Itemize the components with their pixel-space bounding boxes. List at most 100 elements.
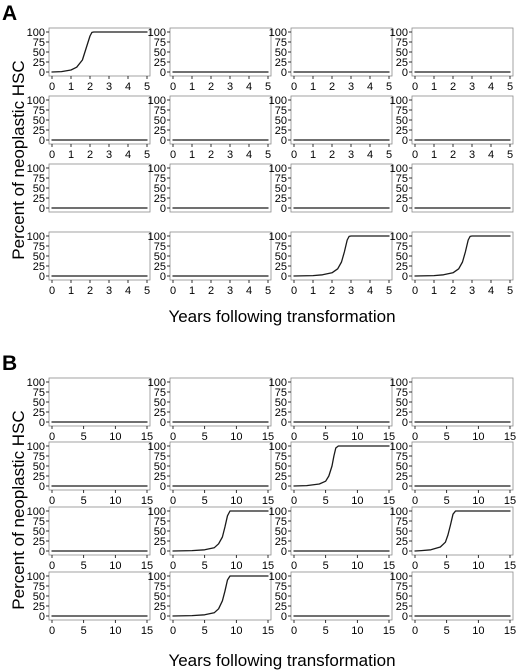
subplot-frame (411, 231, 514, 281)
y-tick-label: 50 (396, 526, 408, 538)
y-tick-label: 25 (275, 125, 287, 137)
x-tick-label: 0 (170, 149, 176, 161)
x-tick-label: 1 (431, 81, 437, 93)
x-tick-label: 0 (412, 495, 418, 507)
x-tick-label: 4 (488, 81, 494, 93)
y-tick-label: 100 (27, 506, 45, 518)
x-tick-label: 4 (367, 285, 373, 297)
y-tick-label: 75 (396, 516, 408, 528)
y-tick-label: 100 (390, 377, 408, 389)
y-tick-label: 25 (33, 193, 45, 205)
y-tick-label: 25 (154, 471, 166, 483)
x-tick-label: 5 (444, 560, 450, 572)
x-tick-label: 0 (412, 560, 418, 572)
x-tick-label: 4 (246, 81, 252, 93)
x-tick-label: 15 (141, 495, 153, 507)
x-tick-label: 5 (81, 625, 87, 637)
subplot-frame (411, 95, 514, 145)
y-tick-label: 100 (390, 571, 408, 583)
y-tick-label: 25 (275, 536, 287, 548)
x-tick-label: 0 (291, 560, 297, 572)
subplot-frame (290, 231, 393, 281)
x-tick-label: 5 (81, 495, 87, 507)
y-tick-label: 75 (33, 37, 45, 49)
y-tick-label: 75 (154, 37, 166, 49)
subplot-frame (169, 95, 272, 145)
y-tick-label: 0 (402, 546, 408, 558)
y-tick-label: 75 (154, 387, 166, 399)
y-tick-label: 100 (27, 163, 45, 175)
x-tick-label: 3 (227, 285, 233, 297)
x-tick-label: 0 (49, 625, 55, 637)
x-tick-label: 10 (109, 625, 121, 637)
x-tick-label: 1 (431, 285, 437, 297)
y-tick-label: 50 (154, 526, 166, 538)
y-tick-label: 0 (39, 203, 45, 215)
x-tick-label: 0 (49, 431, 55, 443)
y-tick-label: 50 (154, 397, 166, 409)
y-tick-label: 25 (154, 193, 166, 205)
subplot-frame (169, 506, 272, 556)
x-tick-label: 5 (444, 625, 450, 637)
y-tick-label: 25 (275, 601, 287, 613)
x-tick-label: 0 (412, 285, 418, 297)
y-tick-label: 75 (33, 241, 45, 253)
y-tick-label: 100 (390, 231, 408, 243)
x-tick-label: 5 (265, 285, 271, 297)
y-tick-label: 100 (269, 571, 287, 583)
x-tick-label: 4 (125, 81, 131, 93)
y-tick-label: 100 (390, 506, 408, 518)
x-tick-label: 5 (507, 149, 513, 161)
x-tick-label: 0 (170, 625, 176, 637)
x-tick-label: 10 (472, 560, 484, 572)
y-tick-label: 50 (396, 251, 408, 263)
y-tick-label: 25 (396, 536, 408, 548)
x-tick-label: 0 (170, 81, 176, 93)
y-tick-label: 75 (396, 581, 408, 593)
x-tick-label: 1 (68, 285, 74, 297)
x-tick-label: 2 (87, 285, 93, 297)
x-tick-label: 10 (351, 625, 363, 637)
subplot-frame (48, 163, 151, 213)
subplot-frame (48, 27, 151, 77)
x-tick-label: 4 (367, 149, 373, 161)
x-tick-label: 2 (87, 149, 93, 161)
x-tick-label: 15 (383, 625, 395, 637)
x-tick-label: 5 (507, 285, 513, 297)
y-tick-label: 75 (396, 37, 408, 49)
x-tick-label: 2 (329, 285, 335, 297)
x-tick-label: 1 (189, 149, 195, 161)
panel-B: B Percent of neoplastic HSC Years followin… (2, 352, 516, 670)
subplot-frame (48, 506, 151, 556)
y-tick-label: 100 (27, 377, 45, 389)
y-tick-label: 0 (402, 203, 408, 215)
x-tick-label: 0 (291, 495, 297, 507)
subplot-frame (411, 506, 514, 556)
x-tick-label: 2 (208, 285, 214, 297)
x-tick-label: 4 (125, 285, 131, 297)
y-tick-label: 0 (39, 546, 45, 558)
subplot-frame (169, 27, 272, 77)
y-tick-label: 100 (269, 506, 287, 518)
y-tick-label: 25 (275, 407, 287, 419)
x-tick-label: 2 (208, 81, 214, 93)
x-tick-label: 5 (265, 149, 271, 161)
y-tick-label: 25 (154, 407, 166, 419)
series-line (51, 31, 148, 73)
series-line (172, 510, 269, 552)
x-tick-label: 1 (310, 285, 316, 297)
x-tick-label: 10 (351, 431, 363, 443)
subplot-frame (290, 441, 393, 491)
y-tick-label: 100 (148, 163, 166, 175)
y-tick-label: 25 (154, 57, 166, 69)
x-tick-label: 2 (329, 149, 335, 161)
x-tick-label: 2 (450, 81, 456, 93)
y-tick-label: 75 (33, 105, 45, 117)
x-tick-label: 4 (488, 285, 494, 297)
x-tick-label: 15 (383, 560, 395, 572)
x-axis-title: Years following transformation (168, 307, 395, 326)
